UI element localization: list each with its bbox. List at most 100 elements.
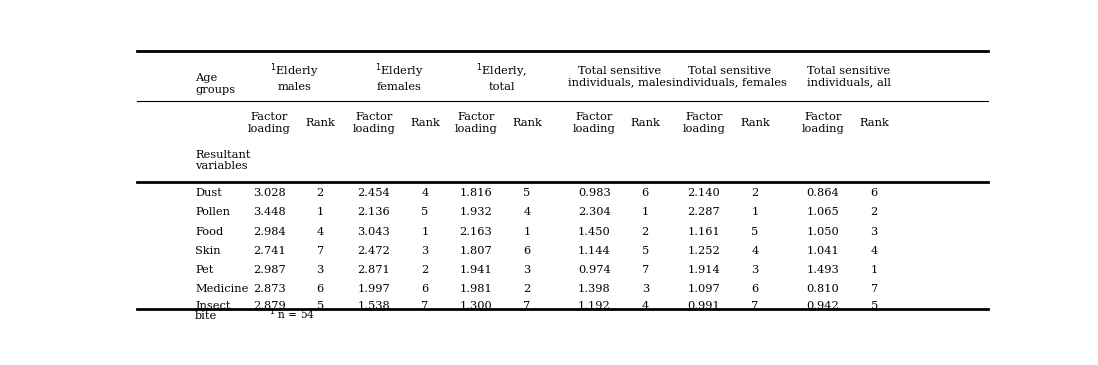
Text: 4: 4 (422, 188, 428, 198)
Text: 6: 6 (524, 246, 530, 255)
Text: 3: 3 (641, 284, 649, 294)
Text: 7: 7 (641, 265, 649, 275)
Text: 5: 5 (751, 227, 759, 237)
Text: 7: 7 (524, 301, 530, 311)
Text: Rank: Rank (630, 118, 660, 128)
Text: Age
groups: Age groups (195, 73, 235, 95)
Text: 1: 1 (871, 265, 877, 275)
Text: 5: 5 (871, 301, 877, 311)
Text: Pet: Pet (195, 265, 213, 275)
Text: 7: 7 (751, 301, 759, 311)
Text: 2: 2 (871, 207, 877, 218)
Text: Factor
loading: Factor loading (573, 112, 616, 134)
Text: 1: 1 (422, 227, 428, 237)
Text: 2.741: 2.741 (253, 246, 285, 255)
Text: 2.987: 2.987 (253, 265, 285, 275)
Text: 4: 4 (871, 246, 877, 255)
Text: $^1$Elderly
males: $^1$Elderly males (270, 62, 320, 92)
Text: 2.984: 2.984 (253, 227, 285, 237)
Text: 0.974: 0.974 (578, 265, 610, 275)
Text: 4: 4 (316, 227, 324, 237)
Text: 6: 6 (641, 188, 649, 198)
Text: 1: 1 (316, 207, 324, 218)
Text: 2: 2 (524, 284, 530, 294)
Text: Pollen: Pollen (195, 207, 231, 218)
Text: 2.472: 2.472 (358, 246, 390, 255)
Text: 2.140: 2.140 (687, 188, 720, 198)
Text: 2.304: 2.304 (578, 207, 610, 218)
Text: 1: 1 (524, 227, 530, 237)
Text: $^1$Elderly,
total: $^1$Elderly, total (475, 62, 527, 92)
Text: Rank: Rank (305, 118, 335, 128)
Text: 2.136: 2.136 (358, 207, 390, 218)
Text: Total sensitive
individuals, females: Total sensitive individuals, females (672, 66, 787, 88)
Text: 1.538: 1.538 (358, 301, 390, 311)
Text: 3: 3 (422, 246, 428, 255)
Text: Factor
loading: Factor loading (352, 112, 395, 134)
Text: Resultant
variables: Resultant variables (195, 150, 250, 171)
Text: 1.997: 1.997 (358, 284, 390, 294)
Text: Dust: Dust (195, 188, 222, 198)
Text: 2.287: 2.287 (687, 207, 720, 218)
Text: Rank: Rank (860, 118, 889, 128)
Text: 6: 6 (751, 284, 759, 294)
Text: 2.163: 2.163 (460, 227, 492, 237)
Text: 2: 2 (751, 188, 759, 198)
Text: 1.941: 1.941 (460, 265, 492, 275)
Text: Skin: Skin (195, 246, 221, 255)
Text: 1.252: 1.252 (687, 246, 720, 255)
Text: Insect: Insect (195, 301, 231, 311)
Text: 2: 2 (641, 227, 649, 237)
Text: 7: 7 (422, 301, 428, 311)
Text: Factor
loading: Factor loading (455, 112, 497, 134)
Text: 4: 4 (641, 301, 649, 311)
Text: 1.981: 1.981 (460, 284, 492, 294)
Text: Medicine: Medicine (195, 284, 248, 294)
Text: 7: 7 (316, 246, 324, 255)
Text: 1.398: 1.398 (578, 284, 610, 294)
Text: Food: Food (195, 227, 223, 237)
Text: 7: 7 (871, 284, 877, 294)
Text: 2: 2 (422, 265, 428, 275)
Text: 3: 3 (871, 227, 877, 237)
Text: 2.879: 2.879 (253, 301, 285, 311)
Text: 4: 4 (751, 246, 759, 255)
Text: 1.161: 1.161 (687, 227, 720, 237)
Text: 6: 6 (316, 284, 324, 294)
Text: 1.914: 1.914 (687, 265, 720, 275)
Text: 1.050: 1.050 (807, 227, 840, 237)
Text: Rank: Rank (740, 118, 770, 128)
Text: 3: 3 (751, 265, 759, 275)
Text: 1.450: 1.450 (578, 227, 610, 237)
Text: 6: 6 (871, 188, 877, 198)
Text: 0.810: 0.810 (807, 284, 840, 294)
Text: 1.097: 1.097 (687, 284, 720, 294)
Text: 2.454: 2.454 (358, 188, 390, 198)
Text: 3.448: 3.448 (253, 207, 285, 218)
Text: 1.493: 1.493 (807, 265, 840, 275)
Text: 5: 5 (524, 188, 530, 198)
Text: Factor
loading: Factor loading (683, 112, 726, 134)
Text: bite: bite (195, 311, 217, 321)
Text: 0.942: 0.942 (807, 301, 840, 311)
Text: 1: 1 (751, 207, 759, 218)
Text: 1.041: 1.041 (807, 246, 840, 255)
Text: $^1$Elderly
females: $^1$Elderly females (374, 62, 424, 92)
Text: 3.028: 3.028 (253, 188, 285, 198)
Text: $^1$ n = 54: $^1$ n = 54 (269, 307, 315, 320)
Text: 2.871: 2.871 (358, 265, 390, 275)
Text: 1: 1 (641, 207, 649, 218)
Text: 1.932: 1.932 (460, 207, 492, 218)
Text: 1.816: 1.816 (460, 188, 492, 198)
Text: 3.043: 3.043 (358, 227, 390, 237)
Text: Total sensitive
individuals, males: Total sensitive individuals, males (568, 66, 672, 88)
Text: 0.991: 0.991 (687, 301, 720, 311)
Text: 4: 4 (524, 207, 530, 218)
Text: 3: 3 (524, 265, 530, 275)
Text: 0.864: 0.864 (807, 188, 840, 198)
Text: Total sensitive
individuals, all: Total sensitive individuals, all (807, 66, 890, 88)
Text: 1.807: 1.807 (460, 246, 492, 255)
Text: Rank: Rank (512, 118, 541, 128)
Text: 2.873: 2.873 (253, 284, 285, 294)
Text: 3: 3 (316, 265, 324, 275)
